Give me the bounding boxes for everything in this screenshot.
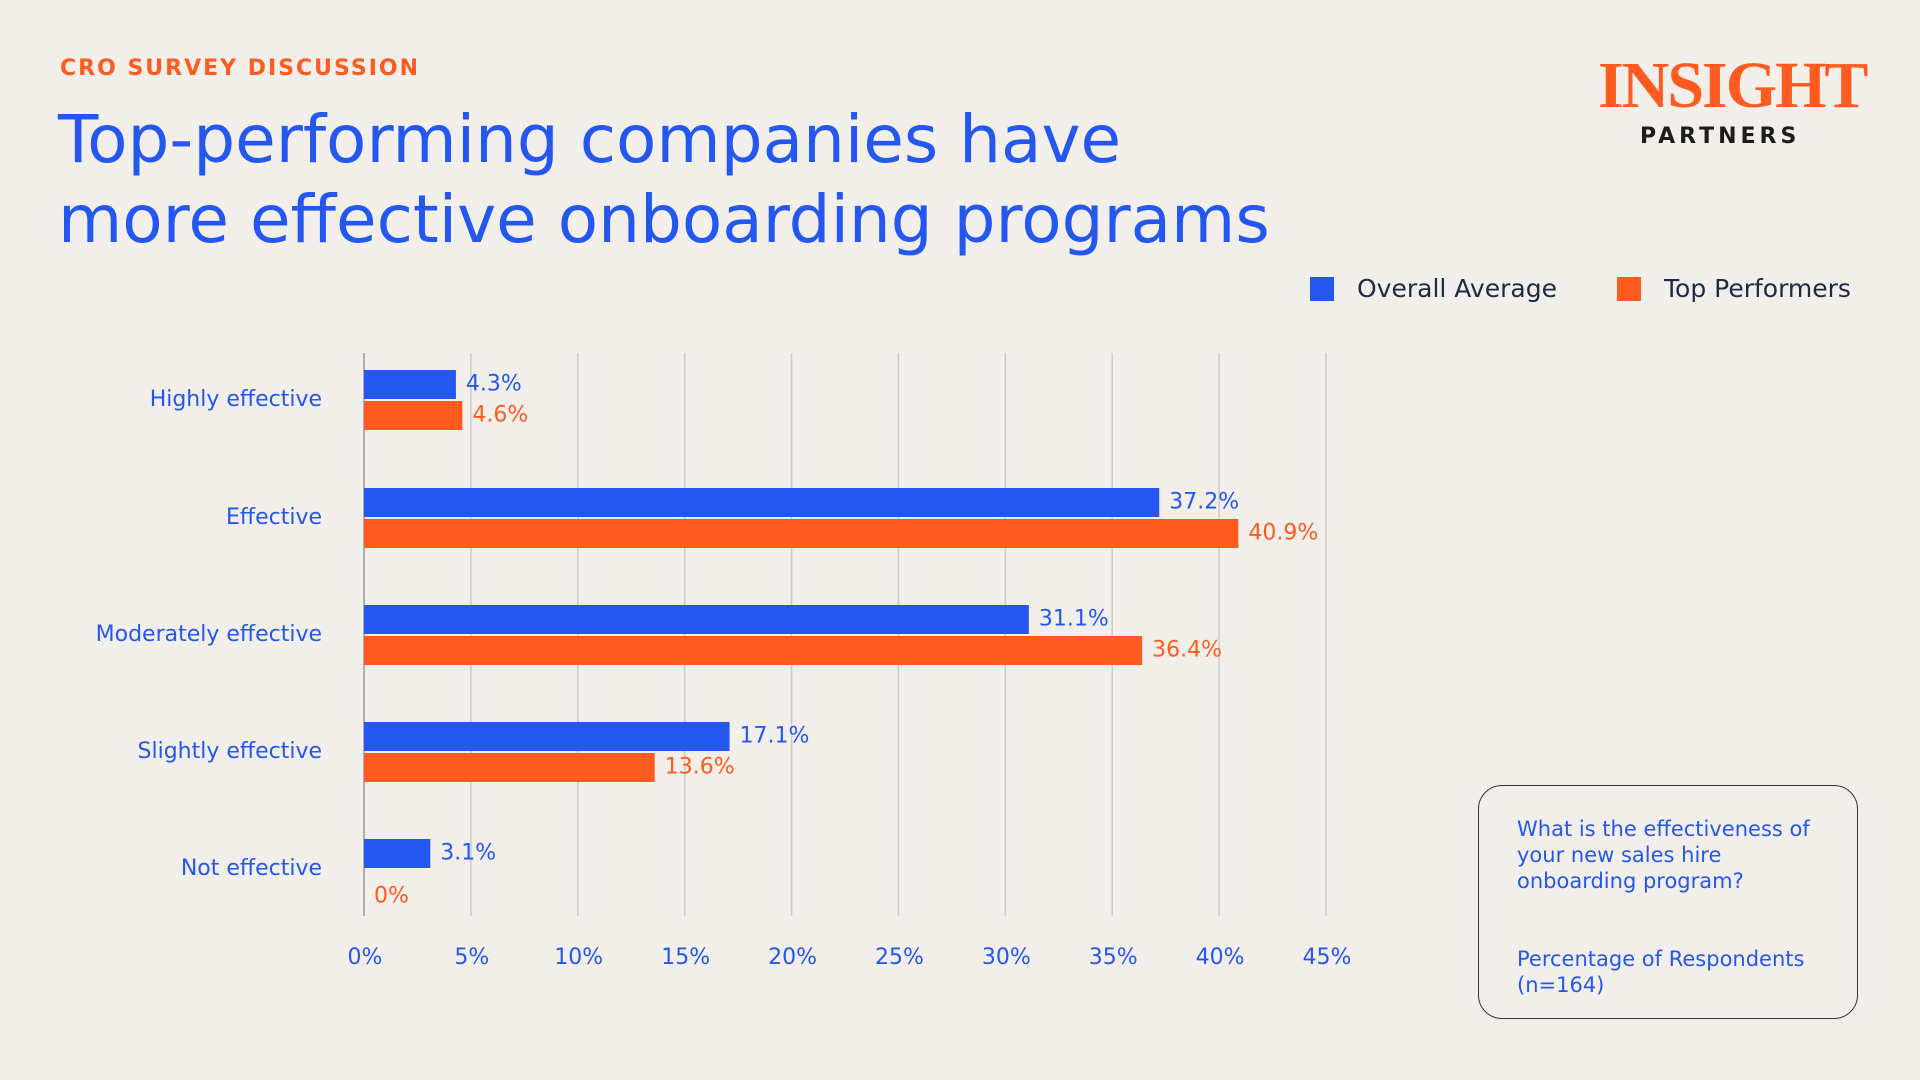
x-tick-label: 25% [875, 945, 924, 970]
bar [364, 401, 463, 430]
title-line: Top-performing companies have [58, 101, 1122, 178]
value-label: 31.1% [1039, 607, 1109, 632]
bar [364, 636, 1143, 665]
bar [364, 605, 1029, 634]
x-tick-label: 20% [768, 945, 817, 970]
x-tick-label: 15% [661, 945, 710, 970]
x-tick-label: 0% [348, 945, 383, 970]
value-label: 4.6% [472, 403, 528, 428]
y-tick-label: Highly effective [150, 387, 322, 412]
x-tick-label: 40% [1196, 945, 1245, 970]
x-tick-label: 45% [1303, 945, 1352, 970]
bar [364, 519, 1239, 548]
value-label: 36.4% [1152, 638, 1222, 663]
chart-title: Top-performing companies have more effec… [58, 100, 1270, 260]
y-tick-label: Effective [226, 505, 322, 530]
x-tick-label: 35% [1089, 945, 1138, 970]
value-label: 4.3% [466, 372, 522, 397]
legend-label: Overall Average [1357, 274, 1557, 303]
y-tick-label: Slightly effective [138, 739, 322, 764]
logo-sub: PARTNERS [1640, 124, 1801, 149]
value-label: 0% [374, 884, 409, 909]
logo: INSIGHT [1598, 49, 1868, 122]
value-label: 13.6% [665, 755, 735, 780]
legend-swatch [1310, 277, 1334, 301]
x-tick-label: 5% [454, 945, 489, 970]
y-tick-label: Not effective [181, 856, 322, 881]
note-question: What is the effectiveness of your new sa… [1517, 817, 1810, 893]
x-tick-label: 30% [982, 945, 1031, 970]
bar [364, 839, 431, 868]
kicker: CRO SURVEY DISCUSSION [60, 56, 421, 81]
value-label: 37.2% [1169, 490, 1239, 515]
y-tick-label: Moderately effective [96, 622, 322, 647]
bar [364, 370, 456, 399]
value-label: 17.1% [740, 724, 810, 749]
value-label: 40.9% [1248, 521, 1318, 546]
bar [364, 722, 730, 751]
note-box: What is the effectiveness of your new sa… [1478, 785, 1858, 1019]
value-label: 3.1% [440, 841, 496, 866]
title-line: more effective onboarding programs [58, 181, 1270, 258]
bar [364, 488, 1160, 517]
note-caption: Percentage of Respondents (n=164) [1517, 947, 1805, 997]
legend-label: Top Performers [1663, 274, 1851, 303]
legend-swatch [1617, 277, 1641, 301]
x-tick-label: 10% [554, 945, 603, 970]
bar [364, 753, 655, 782]
